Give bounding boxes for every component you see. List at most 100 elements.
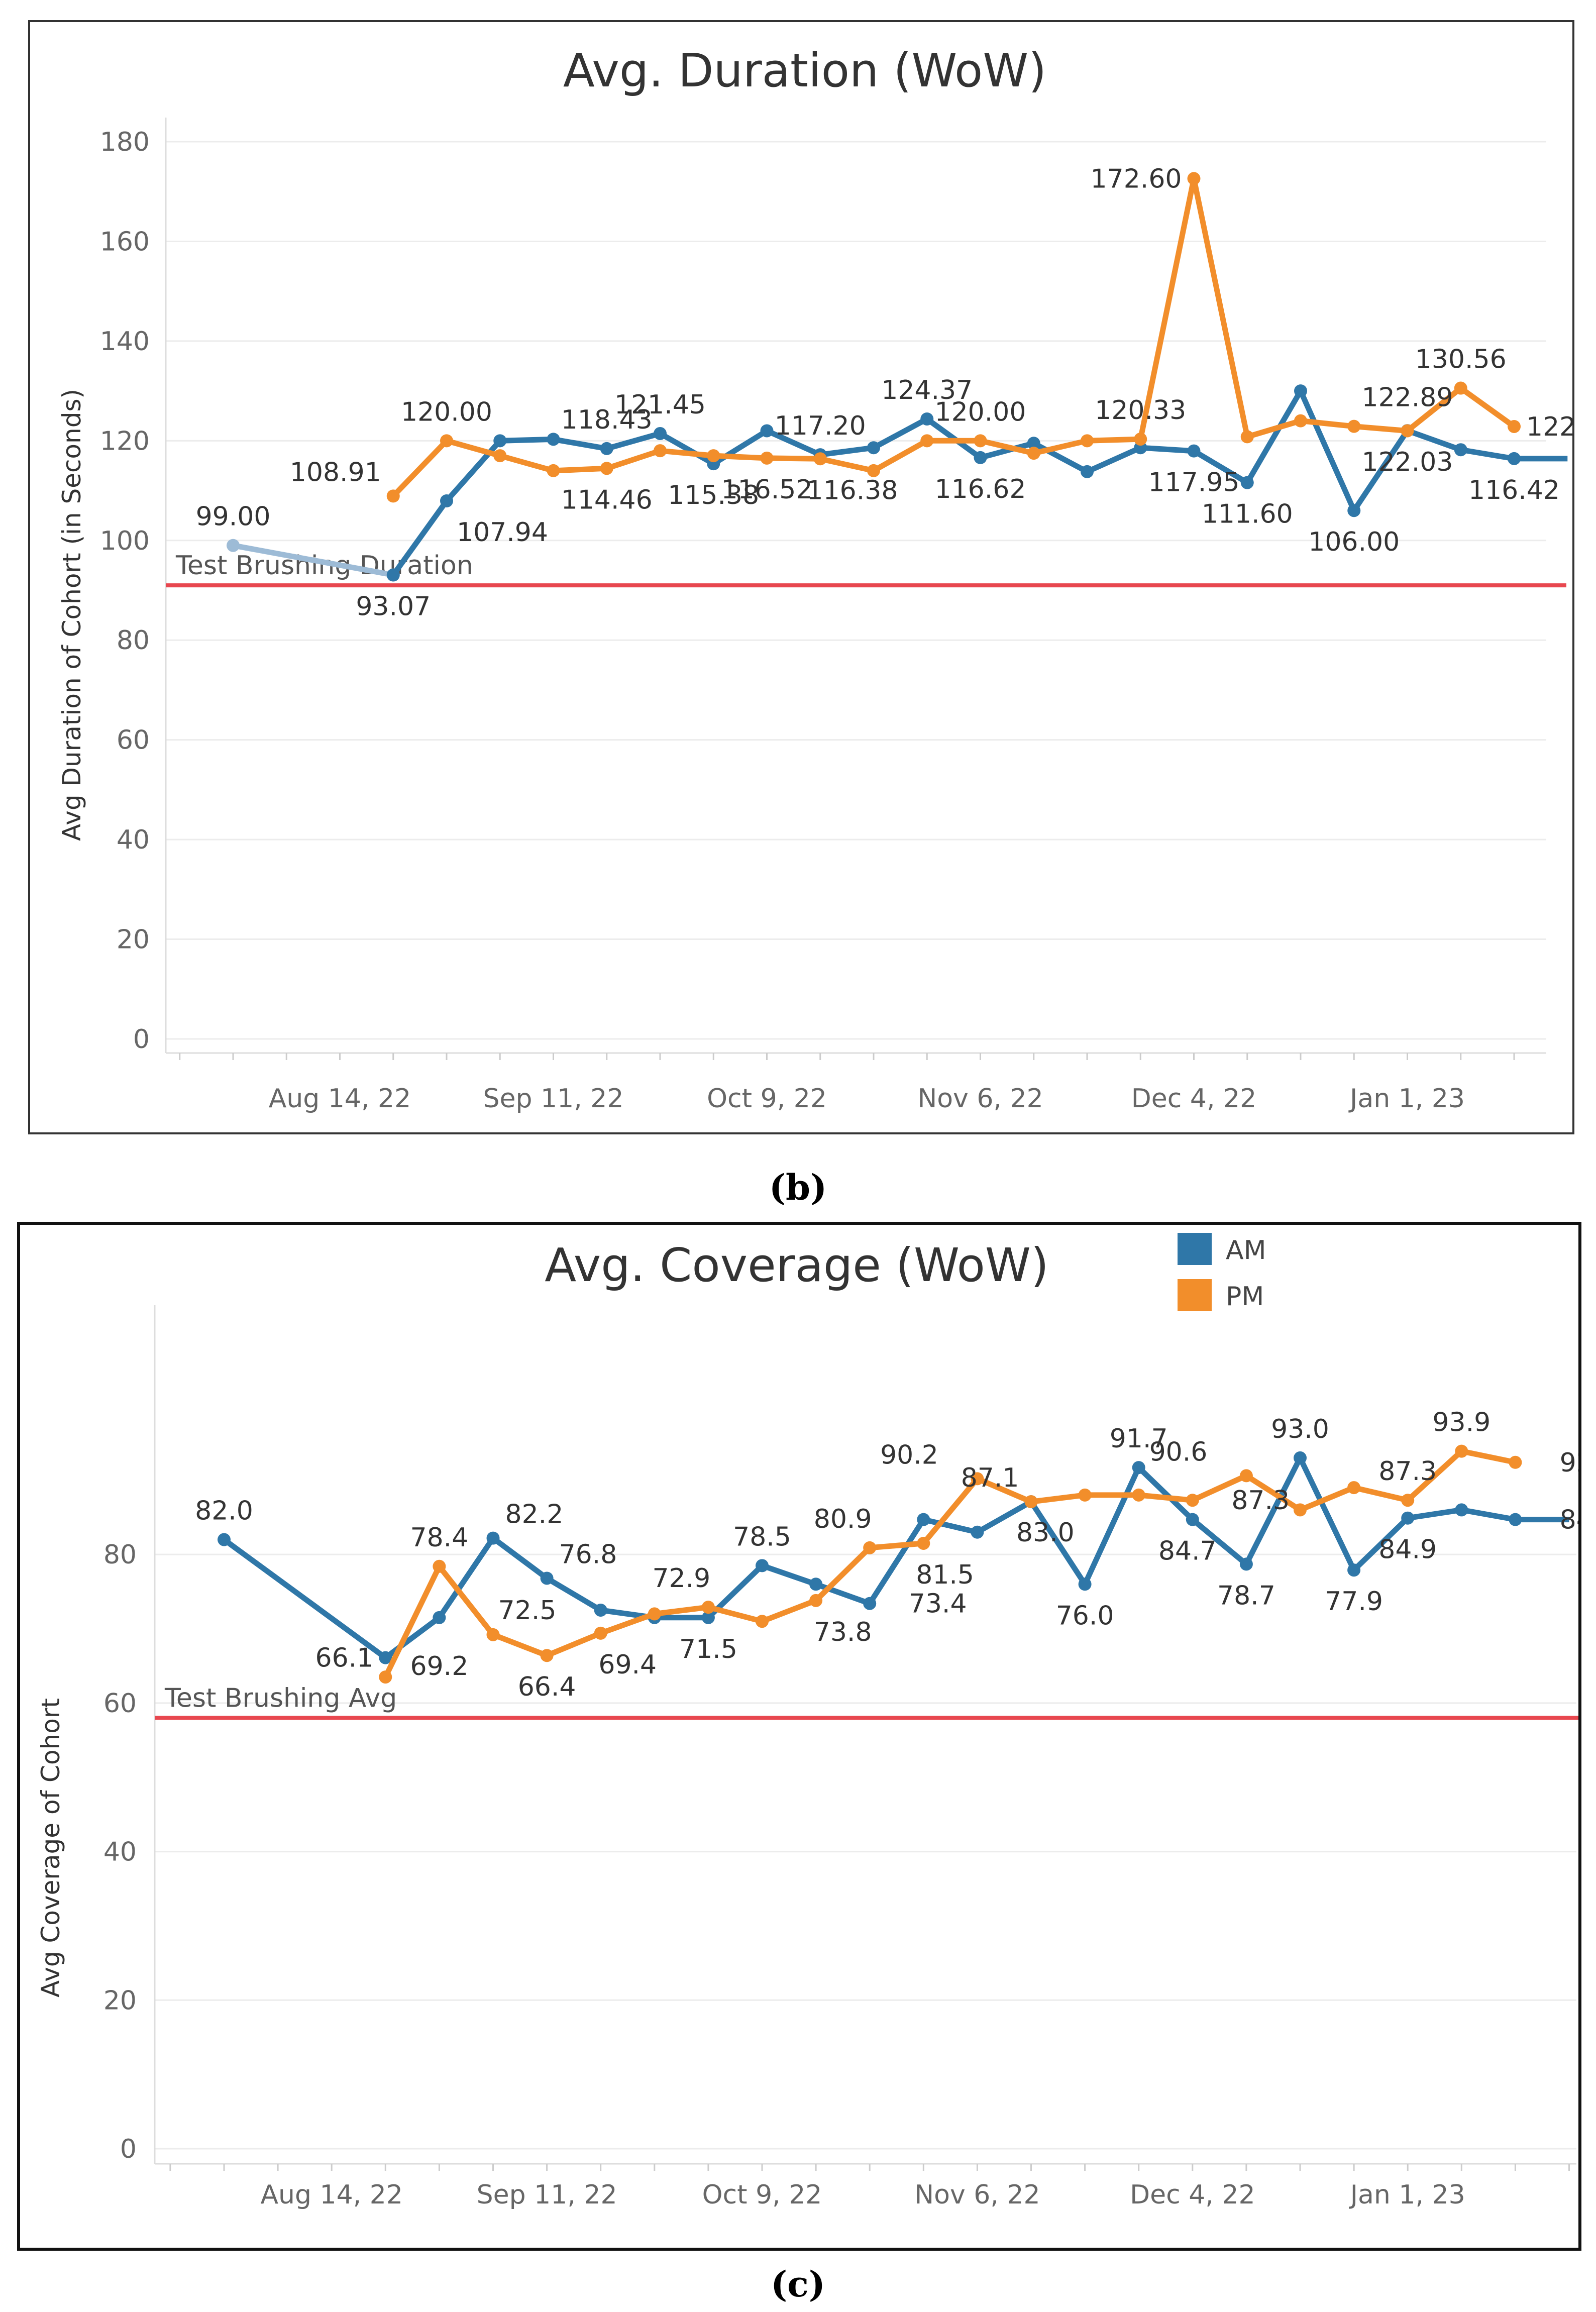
data-point-pm (1454, 381, 1467, 395)
data-point-am (1186, 1513, 1199, 1526)
data-label: 73.8 (814, 1617, 872, 1647)
y-tick-label: 140 (100, 327, 150, 357)
y-tick-label: 0 (120, 2134, 137, 2164)
data-point-am (1132, 1461, 1145, 1475)
data-point-am (1187, 444, 1201, 458)
data-point-pm (1134, 433, 1147, 446)
data-point-am (756, 1559, 769, 1572)
data-label: 120.00 (935, 397, 1026, 427)
x-tick-label: Nov 6, 22 (917, 1084, 1043, 1114)
data-point-am (594, 1604, 607, 1617)
chart-title: Avg. Duration (WoW) (563, 44, 1046, 97)
data-label: 87.3 (1378, 1456, 1437, 1487)
coverage-chart-panel: Avg. Coverage (WoW) 0 20 40 60 80 Aug 14, 22 Se… (17, 1222, 1596, 2251)
data-point-pm (547, 464, 560, 477)
data-label: 76.0 (1056, 1601, 1114, 1631)
y-tick-label: 100 (100, 526, 150, 556)
y-tick-label: 20 (103, 1985, 137, 2016)
data-point-am (1508, 452, 1521, 465)
data-point-am (433, 1611, 446, 1624)
data-point-am (1347, 1563, 1361, 1577)
data-point-pm (920, 434, 934, 448)
data-label: 80.9 (814, 1504, 872, 1534)
data-label: 107.94 (457, 517, 548, 548)
y-tick-label: 160 (100, 227, 150, 257)
x-tick-label: Oct 9, 22 (707, 1084, 827, 1114)
reference-line-label: Test Brushing Avg (164, 1683, 397, 1713)
data-label: 72.5 (498, 1596, 557, 1626)
data-point-pm (1294, 414, 1307, 428)
data-point-pm (433, 1559, 446, 1573)
data-point-pm (1132, 1488, 1145, 1502)
data-label: 73.4 (909, 1589, 967, 1619)
data-label: 93.07 (356, 592, 431, 622)
data-point-pm (1081, 434, 1094, 448)
data-point-pm (867, 464, 880, 477)
data-point-am (540, 1571, 554, 1585)
series-line-early (233, 543, 394, 578)
y-tick-label: 80 (103, 1540, 137, 1570)
x-tick-label: Nov 6, 22 (914, 2180, 1040, 2210)
data-point-am (1078, 1578, 1092, 1591)
data-label: 121.45 (614, 390, 706, 420)
data-label: 82.0 (195, 1496, 253, 1526)
data-label: 116.38 (807, 475, 898, 505)
caption-c: (c) (771, 2263, 825, 2305)
series-line-am (222, 1455, 1569, 1661)
data-point-early (227, 539, 240, 552)
data-point-am (1294, 384, 1307, 398)
data-point-am (1239, 1557, 1253, 1571)
data-point-pm (760, 451, 774, 465)
data-label: 69.4 (598, 1650, 657, 1680)
data-label: 124.37 (881, 375, 973, 405)
data-point-pm (809, 1594, 823, 1607)
x-tick-label: Sep 11, 22 (483, 1084, 624, 1114)
data-point-pm (1508, 419, 1521, 433)
data-point-pm (917, 1536, 930, 1550)
x-tick-label: Jan 1, 23 (1348, 1084, 1465, 1114)
data-point-pm (486, 1628, 500, 1641)
data-point-am (379, 1651, 392, 1664)
data-point-pm (386, 489, 400, 503)
data-label: 84.7 (1158, 1536, 1217, 1566)
x-tick-label: Aug 14, 22 (260, 2180, 402, 2210)
data-label: 84.7 (1560, 1505, 1578, 1535)
data-point-pm (594, 1626, 607, 1640)
data-point-pm (1347, 1481, 1361, 1495)
data-label: 120.33 (1095, 395, 1186, 426)
data-label: 91.7 (1110, 1424, 1168, 1454)
data-point-pm (701, 1601, 715, 1614)
duration-chart: Avg. Duration (WoW) 0 20 40 60 80 100 120 140 160… (57, 44, 1596, 1114)
legend-swatch-am (1178, 1233, 1212, 1265)
data-label: 87.3 (1231, 1486, 1290, 1516)
data-point-pm (379, 1670, 392, 1684)
data-label: 117.20 (775, 411, 866, 441)
x-tick-label: Oct 9, 22 (702, 2180, 822, 2210)
y-tick-label: 120 (100, 426, 150, 456)
legend-swatch-pm (1178, 1279, 1212, 1311)
y-tick-label: 40 (103, 1837, 137, 1867)
coverage-chart: Avg. Coverage (WoW) 0 20 40 60 80 Aug 14, 22 Se… (36, 1233, 1596, 2210)
data-point-am (600, 442, 613, 455)
caption-b: (b) (769, 1167, 827, 1208)
data-label: 81.5 (916, 1560, 974, 1590)
data-label: 78.7 (1217, 1581, 1275, 1611)
data-point-pm (1509, 1455, 1522, 1469)
data-label: 87.1 (961, 1463, 1019, 1493)
data-point-pm (1347, 419, 1361, 433)
series-line-pm (383, 1448, 1516, 1678)
x-tick-label: Sep 11, 22 (477, 2180, 617, 2210)
chart-title: Avg. Coverage (WoW) (545, 1238, 1049, 1292)
y-tick-label: 0 (133, 1024, 150, 1055)
data-point-pm (600, 462, 613, 475)
data-label: 66.4 (518, 1672, 576, 1702)
data-point-am (493, 434, 507, 448)
data-label: 66.1 (315, 1643, 374, 1673)
data-label: 172.60 (1091, 164, 1182, 194)
data-point-am (1294, 1451, 1307, 1464)
data-point-pm (974, 434, 987, 448)
data-point-am (1027, 437, 1040, 450)
data-label: 106.00 (1308, 527, 1400, 557)
data-label: 114.46 (561, 485, 653, 515)
data-point-am (386, 568, 400, 582)
